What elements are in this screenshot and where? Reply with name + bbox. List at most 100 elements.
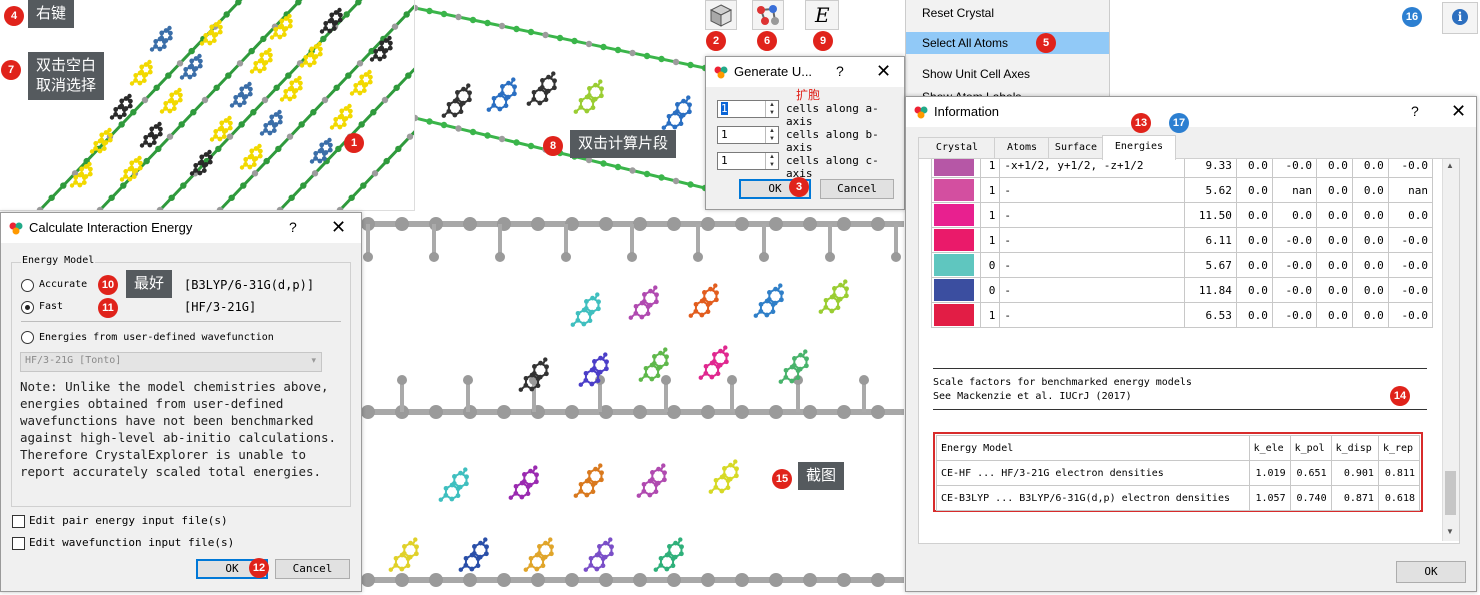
crystal-view-packing[interactable]	[0, 0, 415, 211]
molecule[interactable]	[661, 95, 692, 130]
molecule[interactable]	[526, 71, 557, 106]
menu-item-reset-crystal[interactable]: Reset Crystal	[922, 6, 995, 20]
close-icon[interactable]: ✕	[331, 217, 347, 237]
molecule[interactable]	[199, 19, 223, 46]
help-button[interactable]: ?	[289, 219, 297, 235]
wavefunction-select[interactable]: HF/3-21G [Tonto] ▾	[20, 352, 322, 372]
table-row[interactable]: 1-5.62 0.0 nan 0.0 0.0 nan	[931, 177, 1434, 203]
molecule[interactable]	[438, 467, 469, 502]
accurate-radio[interactable]	[21, 279, 34, 292]
molecule[interactable]	[309, 137, 333, 164]
spin-arrows-icon[interactable]: ▲ ▼	[765, 127, 778, 143]
a-axis-spinbox[interactable]: 1 ▲ ▼	[717, 100, 779, 118]
molecule[interactable]	[508, 465, 539, 500]
table-row[interactable]: 1 -x+1/2, y+1/2, -z+1/2 9.33 0.0 -0.0 0.0 0.0-…	[931, 159, 1434, 178]
molecule[interactable]	[753, 283, 784, 318]
molecule[interactable]	[329, 103, 353, 130]
molecule[interactable]	[299, 41, 323, 68]
crystal-view-fragment[interactable]	[415, 0, 705, 210]
close-icon[interactable]: ✕	[876, 61, 892, 81]
molecule[interactable]	[636, 463, 667, 498]
step-badge: 1	[344, 133, 364, 153]
molecule[interactable]	[638, 347, 669, 382]
molecule[interactable]	[518, 357, 549, 392]
molecule[interactable]	[229, 81, 253, 108]
molecule[interactable]	[388, 537, 419, 572]
unit-cell-tool-button[interactable]	[705, 0, 737, 30]
molecule[interactable]	[441, 83, 472, 118]
molecule[interactable]	[628, 285, 659, 320]
molecule[interactable]	[349, 69, 373, 96]
molecule[interactable]	[583, 537, 614, 572]
molecule[interactable]	[119, 155, 143, 182]
table-row[interactable]: 1-11.50 0.0 0.0 0.0 0.0 0.0	[931, 202, 1434, 228]
edit-pair-checkbox[interactable]	[12, 515, 25, 528]
tab-crystal[interactable]: Crystal	[918, 137, 996, 158]
b-axis-spinbox[interactable]: 1 ▲ ▼	[717, 126, 779, 144]
help-button[interactable]: ?	[1411, 103, 1419, 119]
molecule[interactable]	[523, 537, 554, 572]
molecule[interactable]	[189, 149, 213, 176]
tab-atoms[interactable]: Atoms	[994, 137, 1050, 158]
molecule[interactable]	[129, 59, 153, 86]
scroll-thumb[interactable]	[1445, 471, 1456, 515]
table-scrollbar[interactable]: ▲ ▼	[1442, 159, 1459, 541]
spin-arrows-icon[interactable]: ▲ ▼	[765, 101, 778, 117]
spin-arrows-icon[interactable]: ▲ ▼	[765, 153, 778, 169]
table-row[interactable]: 0-11.84 0.0 -0.0 0.0 0.0 -0.0	[931, 277, 1434, 303]
molecule-tool-button[interactable]	[752, 0, 784, 30]
molecule[interactable]	[209, 115, 233, 142]
molecule[interactable]	[486, 77, 517, 112]
molecule[interactable]	[279, 75, 303, 102]
fast-radio[interactable]	[21, 301, 34, 314]
molecule[interactable]	[573, 463, 604, 498]
molecule[interactable]	[319, 7, 343, 34]
energy-cancel-button[interactable]: Cancel	[275, 559, 350, 579]
tab-energies[interactable]: Energies	[1102, 135, 1176, 160]
table-row[interactable]: 1-6.53 0.0 -0.0 0.0 0.0 -0.0	[931, 302, 1434, 328]
molecule[interactable]	[239, 143, 263, 170]
molecule[interactable]	[179, 53, 203, 80]
molecule[interactable]	[818, 279, 849, 314]
molecule[interactable]	[89, 127, 113, 154]
menu-item-show-atom-labels[interactable]: Show Atom Labels	[922, 90, 1022, 97]
c-axis-spinbox[interactable]: 1 ▲ ▼	[717, 152, 779, 170]
molecule[interactable]	[369, 35, 393, 62]
molecule[interactable]	[698, 345, 729, 380]
edit-wavefunction-checkbox[interactable]	[12, 537, 25, 550]
molecule[interactable]	[578, 352, 609, 387]
molecule[interactable]	[139, 121, 163, 148]
molecule[interactable]	[249, 47, 273, 74]
menu-item-show-unit-cell-axes[interactable]: Show Unit Cell Axes	[922, 67, 1031, 81]
molecule[interactable]	[573, 79, 604, 114]
molecule[interactable]	[109, 93, 133, 120]
energy-tool-button[interactable]: E	[805, 0, 839, 30]
molecule[interactable]	[778, 349, 809, 384]
molecule[interactable]	[149, 25, 173, 52]
molecule[interactable]	[653, 537, 684, 572]
molecule[interactable]	[69, 161, 93, 188]
help-button[interactable]: ?	[836, 63, 844, 79]
molecule[interactable]	[259, 109, 283, 136]
molecule[interactable]	[458, 537, 489, 572]
crystal-view-energy-framework[interactable]	[362, 212, 904, 595]
menu-item-select-all-atoms[interactable]: Select All Atoms	[906, 32, 1109, 54]
molecule[interactable]	[708, 459, 739, 494]
molecule[interactable]	[688, 283, 719, 318]
close-icon[interactable]: ✕	[1451, 101, 1467, 121]
scroll-up-icon[interactable]: ▲	[1446, 161, 1454, 170]
scroll-down-icon[interactable]: ▼	[1446, 527, 1454, 536]
color-swatch	[931, 159, 981, 178]
table-row[interactable]: CE-B3LYP ... B3LYP/6-31G(d,p) electron d…	[936, 485, 1421, 511]
molecule[interactable]	[570, 292, 601, 327]
tab-surface[interactable]: Surface	[1048, 137, 1104, 158]
info-ok-button[interactable]: OK	[1396, 561, 1466, 583]
table-row[interactable]: 1-6.11 0.0 -0.0 0.0 0.0 -0.0	[931, 227, 1434, 253]
molecule[interactable]	[269, 13, 293, 40]
user-wavefunction-radio[interactable]	[21, 331, 34, 344]
molecule[interactable]	[159, 87, 183, 114]
table-row[interactable]: CE-HF ... HF/3-21G electron densities 1.0…	[936, 460, 1421, 486]
info-button[interactable]: i	[1442, 2, 1478, 34]
table-row[interactable]: 0-5.67 0.0 -0.0 0.0 0.0 -0.0	[931, 252, 1434, 278]
generate-cancel-button[interactable]: Cancel	[820, 179, 894, 199]
